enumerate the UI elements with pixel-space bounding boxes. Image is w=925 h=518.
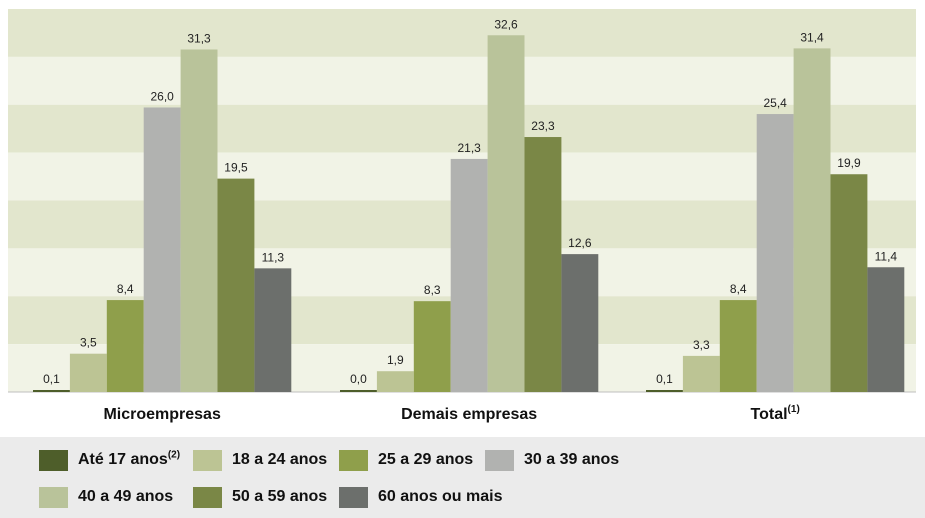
bar (561, 254, 599, 392)
bar-group: 0,0 1,9 8,3 21,3 32,6 23,3 12,6 (340, 17, 599, 393)
legend-item: 30 a 39 anos (485, 449, 619, 471)
data-label: 31,4 (800, 30, 824, 44)
bar (830, 174, 868, 392)
legend-swatch (193, 486, 222, 508)
legend-item: 18 a 24 anos (193, 449, 327, 471)
data-label: 32,6 (494, 17, 518, 31)
category-label: Microempresas (103, 406, 220, 423)
data-label: 8,4 (117, 282, 134, 296)
legend-item: Até 17 anos(2) (39, 449, 180, 471)
data-label: 26,0 (150, 89, 174, 103)
legend-label: 30 a 39 anos (524, 451, 620, 468)
category-label: Total(1) (751, 404, 800, 423)
bar-chart: 0,1 3,5 8,4 26,0 31,3 19,5 11,3 Microempresas 0,… (8, 9, 916, 423)
legend-label: Até 17 anos(2) (78, 449, 181, 468)
data-label: 31,3 (187, 31, 211, 45)
data-label: 11,4 (875, 249, 898, 263)
data-label: 0,1 (656, 372, 673, 386)
data-label: 3,3 (693, 338, 710, 352)
bar (217, 178, 255, 392)
legend-swatch (39, 486, 68, 508)
data-label: 8,3 (424, 283, 441, 297)
legend: Até 17 anos(2) 18 a 24 anos 25 a 29 anos 30… (0, 437, 925, 518)
legend-item: 50 a 59 anos (193, 486, 327, 508)
bar (682, 355, 720, 392)
bar (376, 371, 414, 392)
bar (756, 114, 794, 393)
category-footnote: (1) (788, 404, 800, 415)
data-label: 19,5 (224, 161, 248, 175)
bar (487, 35, 525, 393)
legend-item: 25 a 29 anos (339, 449, 473, 471)
legend-swatch (193, 449, 222, 471)
legend-item: 60 anos ou mais (339, 486, 503, 508)
bar (450, 158, 488, 392)
legend-swatch (339, 486, 368, 508)
bar (254, 268, 292, 392)
bar (69, 353, 107, 392)
legend-label: 60 anos ou mais (378, 488, 503, 505)
bar (524, 137, 562, 392)
data-label: 8,4 (730, 282, 747, 296)
legend-label: 50 a 59 anos (232, 488, 328, 505)
data-label: 1,9 (387, 353, 404, 367)
grid-band (8, 9, 916, 57)
data-label: 0,1 (43, 372, 60, 386)
bar (180, 49, 218, 392)
bar (793, 48, 831, 392)
bar-group: 0,1 3,5 8,4 26,0 31,3 19,5 11,3 (33, 31, 292, 392)
data-label: 3,5 (80, 336, 97, 350)
bar (413, 301, 451, 392)
data-label: 19,9 (837, 156, 861, 170)
legend-label: 18 a 24 anos (232, 451, 328, 468)
grid-band (8, 56, 916, 105)
bar-group: 0,1 3,3 8,4 25,4 31,4 19,9 11,4 (646, 30, 905, 393)
legend-swatch (339, 449, 368, 471)
legend-swatch (485, 449, 514, 471)
data-label: 21,3 (457, 141, 481, 155)
data-label: 11,3 (262, 250, 285, 264)
bar (106, 300, 144, 392)
data-label: 0,0 (350, 372, 367, 386)
legend-item: 40 a 49 anos (39, 486, 173, 508)
legend-label: 25 a 29 anos (378, 451, 474, 468)
data-label: 23,3 (531, 119, 555, 133)
legend-footnote: (2) (167, 449, 181, 461)
bar (33, 390, 70, 392)
category-label: Demais empresas (401, 406, 537, 423)
bar (340, 390, 377, 392)
legend-swatch (39, 449, 68, 471)
bar (867, 267, 905, 392)
bar (646, 390, 683, 392)
bar (719, 300, 757, 392)
data-label: 25,4 (763, 96, 787, 110)
legend-label: 40 a 49 anos (78, 488, 174, 505)
bar (143, 107, 181, 392)
data-label: 12,6 (568, 236, 592, 250)
